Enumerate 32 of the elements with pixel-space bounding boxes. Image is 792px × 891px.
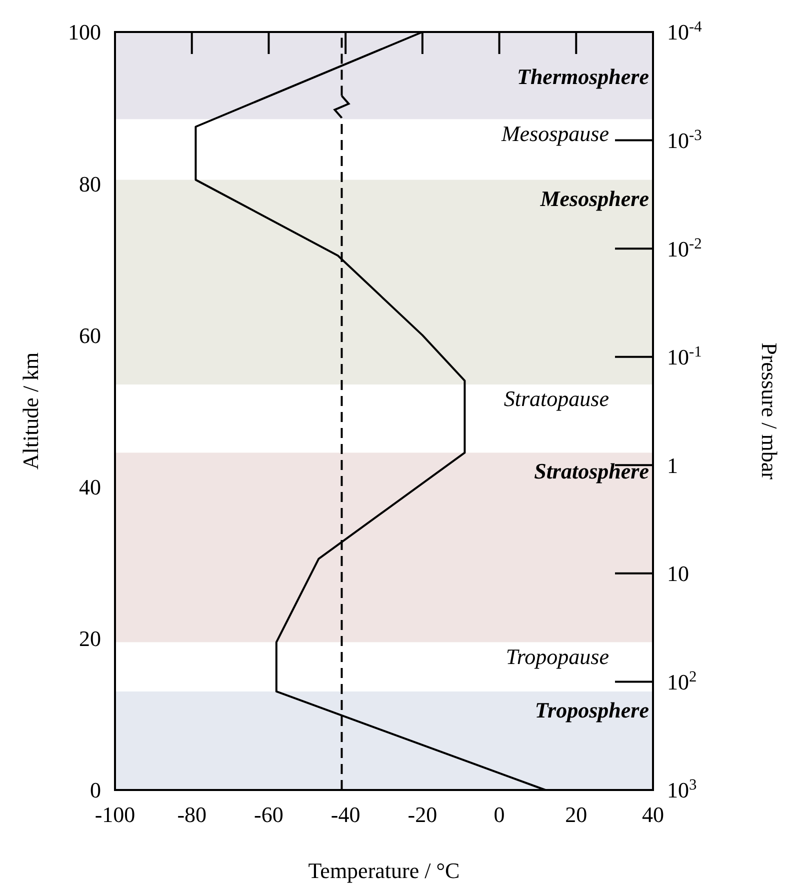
x-tick-label: 0 xyxy=(494,802,505,827)
y2-tick-label: 10 xyxy=(667,561,689,586)
band-label: Troposphere xyxy=(534,697,650,722)
y2-tick-label: 10$^{-3}$ xyxy=(667,126,702,153)
y-tick-label: 100 xyxy=(68,20,101,45)
x-tick-label: -40 xyxy=(330,802,360,827)
x-tick-label: -20 xyxy=(408,802,438,827)
y-axis-title: Altitude / km xyxy=(18,352,43,470)
band-label: Thermosphere xyxy=(517,64,650,89)
x-tick-label: 40 xyxy=(642,802,664,827)
annotation: Tropopause xyxy=(506,644,610,669)
y-tick-label: 80 xyxy=(79,171,101,196)
x-tick-label: -80 xyxy=(177,802,207,827)
y2-tick-label: 10$^{2}$ xyxy=(667,668,697,694)
y2-axis-title: Pressure / mbar xyxy=(757,342,782,480)
y2-tick-label: 10$^{3}$ xyxy=(667,776,697,803)
x-tick-label: -100 xyxy=(94,802,136,827)
y-tick-label: 20 xyxy=(79,626,101,652)
band-label: Stratosphere xyxy=(534,458,650,484)
x-axis-title: Temperature / °C xyxy=(308,858,460,883)
band-label: Mesosphere xyxy=(539,186,650,211)
y-tick-label: 60 xyxy=(79,322,101,348)
x-tick-label: -60 xyxy=(254,802,284,827)
y-tick-label: 0 xyxy=(90,778,101,803)
annotation: Mesospause xyxy=(500,120,610,146)
y2-tick-label: 1 xyxy=(667,452,678,478)
x-tick-label: 20 xyxy=(565,802,588,827)
y2-tick-label: 10$^{-2}$ xyxy=(667,234,702,262)
annotation: Stratopause xyxy=(504,386,610,412)
y2-tick-label: 10$^{-4}$ xyxy=(667,18,702,45)
y-tick-label: 40 xyxy=(79,474,101,500)
y2-tick-label: 10$^{-1}$ xyxy=(667,343,702,370)
